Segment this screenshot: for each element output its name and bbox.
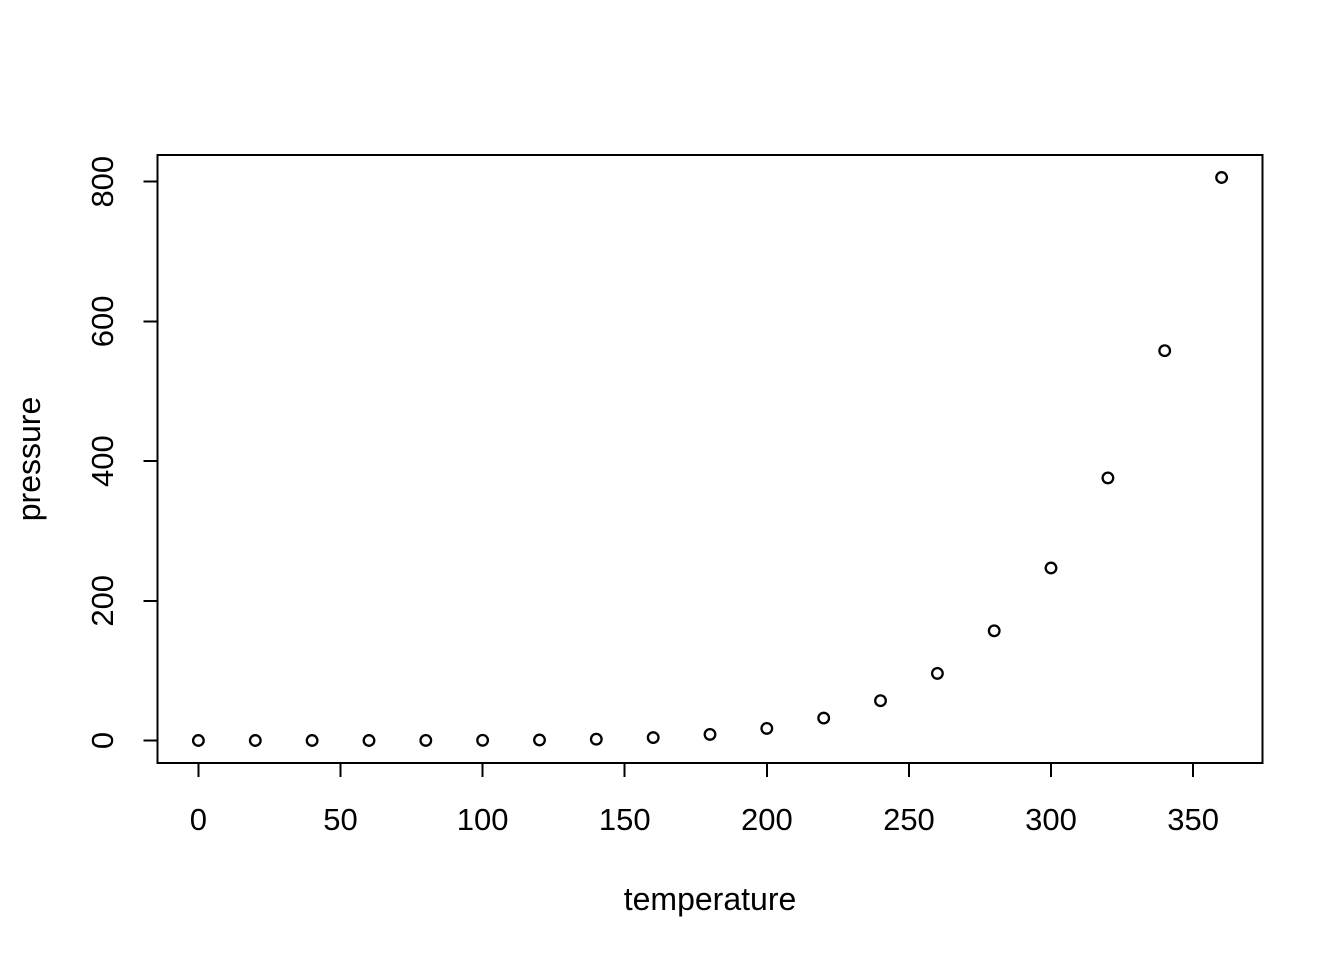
x-tick-label: 50 — [323, 802, 357, 837]
data-point — [1158, 344, 1172, 358]
x-tick-label: 350 — [1167, 802, 1219, 837]
data-point — [646, 731, 660, 745]
data-point — [703, 727, 717, 741]
data-point — [760, 721, 774, 735]
plot-border — [156, 154, 1264, 764]
x-tick-label: 300 — [1025, 802, 1077, 837]
x-tick-label: 200 — [741, 802, 793, 837]
x-tick-label: 250 — [883, 802, 935, 837]
data-point — [874, 694, 887, 708]
x-tick-label: 150 — [599, 802, 651, 837]
y-tick-label: 400 — [85, 435, 120, 487]
data-point — [930, 666, 944, 680]
data-point — [476, 733, 490, 747]
data-point — [419, 733, 433, 747]
x-tick-label: 100 — [457, 802, 509, 837]
data-points — [191, 171, 1229, 747]
y-tick-label: 0 — [85, 732, 120, 749]
data-point — [1044, 561, 1058, 575]
data-point — [1215, 171, 1229, 184]
x-axis-title: temperature — [624, 881, 797, 917]
y-axis-ticks: 0 200 400 600 800 — [85, 156, 158, 749]
x-tick-label: 0 — [190, 802, 207, 837]
data-point — [589, 732, 603, 746]
data-point — [248, 734, 262, 747]
y-axis-title: pressure — [11, 397, 47, 522]
x-axis-ticks: 0 50 100 150 200 250 300 350 — [190, 763, 1219, 837]
y-tick-label: 200 — [85, 575, 120, 627]
data-point — [191, 734, 205, 747]
data-point — [362, 734, 376, 747]
data-point — [987, 624, 1001, 638]
data-point — [533, 733, 546, 747]
data-point — [1101, 471, 1115, 485]
data-point — [817, 711, 831, 725]
data-point — [305, 734, 319, 747]
y-tick-label: 800 — [85, 156, 120, 208]
y-tick-label: 600 — [85, 296, 120, 348]
